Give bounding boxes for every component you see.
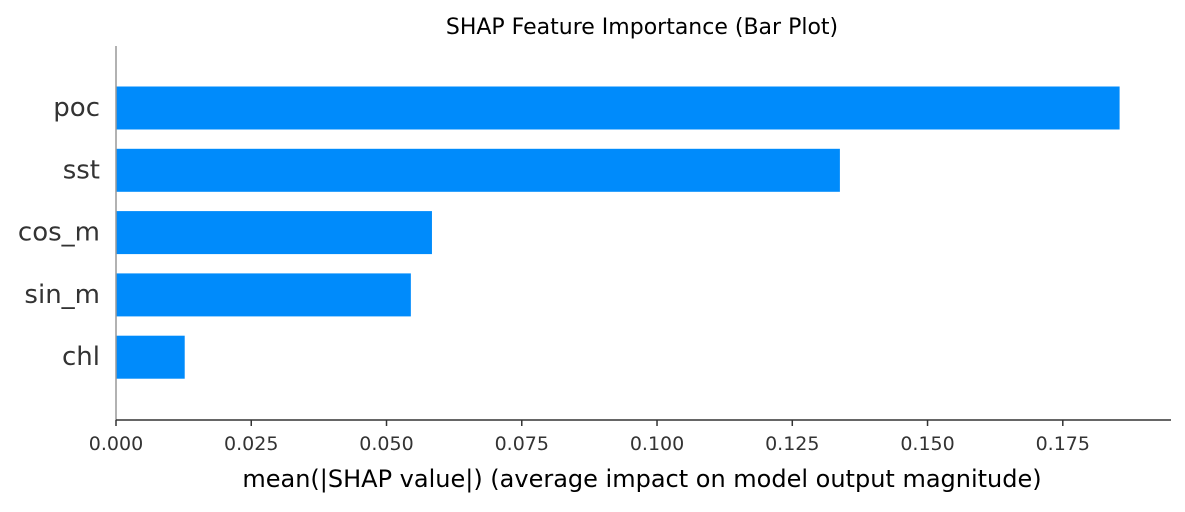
x-tick-label: 0.025: [224, 433, 278, 455]
x-axis-label: mean(|SHAP value|) (average impact on mo…: [242, 465, 1041, 493]
bar-chl: [116, 335, 185, 379]
y-tick-label-poc: poc: [53, 93, 100, 123]
bar-sin-m: [116, 273, 411, 317]
bars-group: [116, 86, 1120, 379]
x-tick-label: 0.175: [1036, 433, 1090, 455]
x-tick-label: 0.150: [900, 433, 954, 455]
y-tick-label-cos-m: cos_m: [18, 218, 100, 248]
chart-title: SHAP Feature Importance (Bar Plot): [446, 15, 838, 40]
x-tick-label: 0.050: [359, 433, 413, 455]
bar-poc: [116, 86, 1120, 130]
y-tick-label-chl: chl: [62, 342, 100, 372]
y-tick-label-sin-m: sin_m: [24, 280, 100, 310]
x-ticks: 0.000 0.025 0.050 0.075 0.100 0.125 0.150 0.175: [89, 420, 1090, 455]
x-tick-label: 0.125: [765, 433, 819, 455]
x-tick-label: 0.000: [89, 433, 143, 455]
bar-sst: [116, 148, 840, 192]
axes: [115, 46, 1171, 421]
x-tick-label: 0.075: [495, 433, 549, 455]
x-tick-label: 0.100: [630, 433, 684, 455]
bar-cos-m: [116, 211, 432, 255]
y-tick-label-sst: sst: [63, 155, 100, 185]
